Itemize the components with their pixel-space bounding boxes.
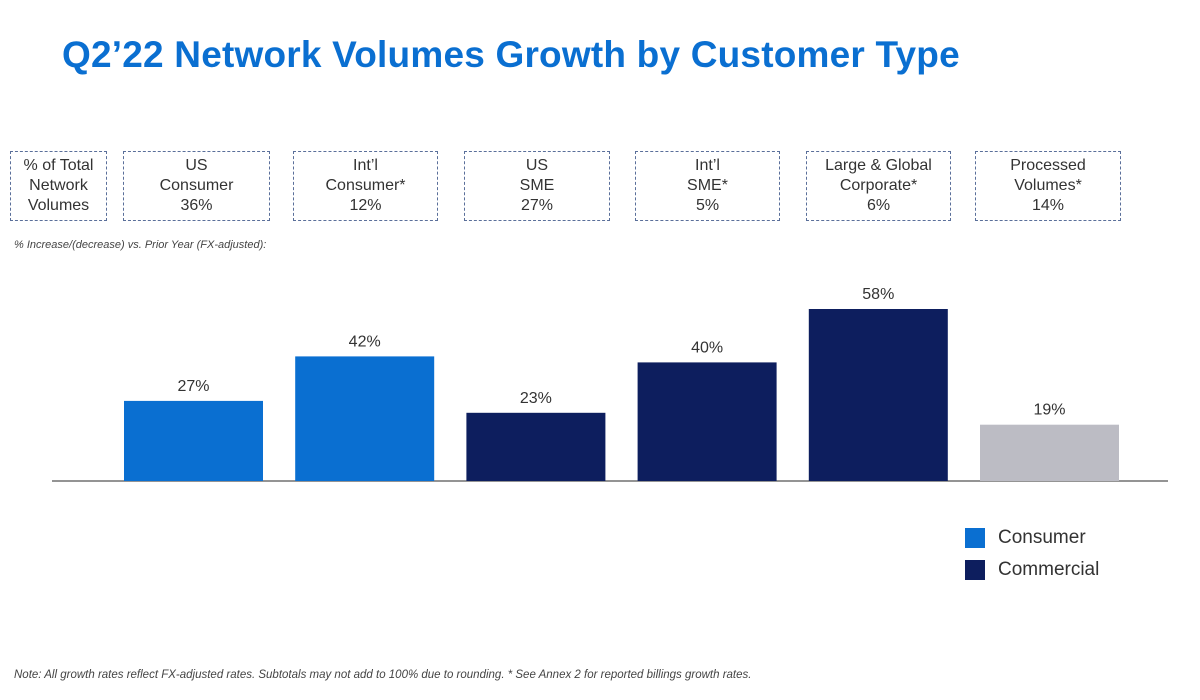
header-line: 5% bbox=[695, 197, 720, 214]
header-box-processed-volumes: Processed Volumes* 14% bbox=[975, 151, 1121, 221]
header-box-total-network-volumes: % of Total Network Volumes bbox=[10, 151, 107, 221]
header-line: 12% bbox=[349, 197, 382, 214]
header-line: SME* bbox=[687, 177, 728, 194]
header-line: 14% bbox=[1031, 197, 1065, 214]
header-line: Volumes bbox=[27, 197, 90, 214]
header-line: 27% bbox=[520, 197, 554, 214]
bar-1 bbox=[124, 400, 263, 481]
header-box-us-sme: US SME 27% bbox=[464, 151, 610, 221]
header-box-intl-consumer: Int’l Consumer* 12% bbox=[293, 151, 438, 221]
header-line: Network bbox=[29, 177, 88, 194]
data-label-6: 19% bbox=[1033, 402, 1065, 419]
header-line: Int’l bbox=[695, 157, 720, 174]
page-title: Q2’22 Network Volumes Growth by Customer… bbox=[62, 34, 960, 75]
header-box-intl-sme: Int’l SME* 5% bbox=[635, 151, 780, 221]
header-line: Corporate* bbox=[839, 177, 918, 194]
header-line: Volumes* bbox=[1014, 177, 1082, 194]
header-line: 6% bbox=[866, 197, 891, 214]
header-line: 36% bbox=[180, 197, 213, 214]
chart-subtitle: % Increase/(decrease) vs. Prior Year (FX… bbox=[14, 239, 267, 251]
header-line: Int’l bbox=[353, 157, 378, 174]
footnote: Note: All growth rates reflect FX-adjust… bbox=[14, 669, 752, 681]
legend-item-consumer: Consumer bbox=[965, 527, 1099, 548]
bar-3 bbox=[466, 412, 606, 481]
data-label-2: 42% bbox=[349, 333, 381, 350]
legend-swatch-commercial bbox=[965, 560, 985, 580]
legend-swatch-consumer bbox=[965, 528, 985, 548]
data-label-4: 40% bbox=[691, 339, 723, 356]
bar-6 bbox=[980, 424, 1119, 481]
header-line: Consumer* bbox=[325, 177, 406, 194]
data-label-3: 23% bbox=[520, 390, 552, 407]
header-line: Large & Global bbox=[825, 157, 932, 174]
header-line: SME bbox=[519, 177, 555, 194]
header-line: US bbox=[185, 157, 208, 174]
bar-2 bbox=[295, 356, 435, 481]
data-label-5: 58% bbox=[862, 286, 894, 303]
legend-item-commercial: Commercial bbox=[965, 559, 1100, 580]
header-box-us-consumer: US Consumer 36% bbox=[123, 151, 270, 221]
header-line: Processed bbox=[1010, 157, 1086, 174]
legend-label-consumer: Consumer bbox=[998, 527, 1086, 548]
data-label-1: 27% bbox=[177, 378, 209, 395]
bar-5 bbox=[808, 309, 948, 481]
header-box-large-global-corporate: Large & Global Corporate* 6% bbox=[806, 151, 951, 221]
bar-4 bbox=[637, 362, 777, 481]
header-line: Consumer bbox=[159, 177, 234, 194]
legend: Consumer Commercial bbox=[965, 527, 1100, 592]
header-line: US bbox=[525, 157, 549, 174]
legend-label-commercial: Commercial bbox=[998, 559, 1100, 580]
header-line: % of Total bbox=[23, 157, 94, 174]
